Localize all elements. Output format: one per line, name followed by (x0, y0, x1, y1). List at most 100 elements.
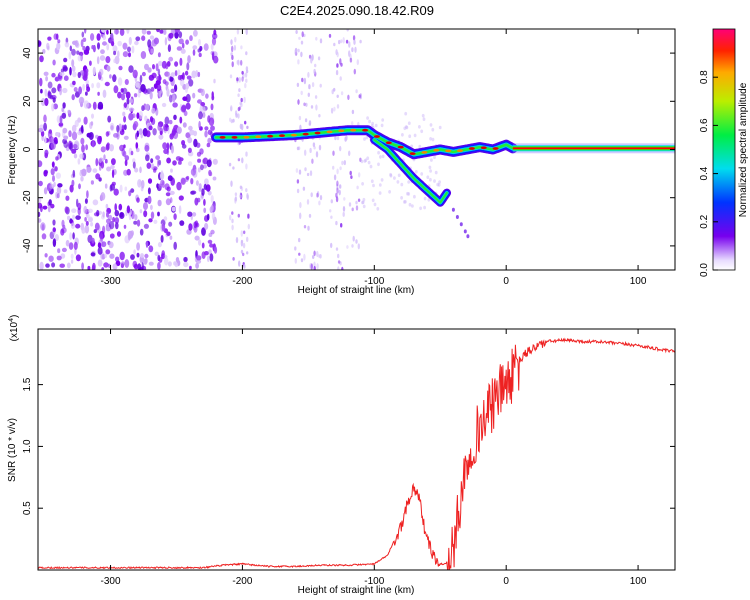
noise-blob (161, 102, 167, 108)
noise-blob (182, 122, 187, 128)
noise-blob (351, 207, 354, 212)
noise-blob (418, 125, 421, 129)
noise-blob (132, 161, 136, 169)
noise-blob (346, 29, 349, 32)
noise-blob (182, 96, 188, 101)
noise-blob (130, 98, 133, 104)
noise-blob (84, 29, 87, 34)
noise-blob (81, 144, 85, 153)
noise-blob (106, 29, 109, 35)
noise-blob (190, 178, 194, 185)
noise-blob (179, 78, 185, 87)
noise-blob (83, 49, 90, 55)
noise-blob (72, 144, 78, 149)
noise-blob (348, 41, 351, 48)
noise-blob (178, 157, 184, 162)
noise-blob (311, 54, 314, 61)
noise-blob (332, 165, 335, 170)
noise-blob (351, 244, 354, 248)
noise-blob (149, 91, 153, 100)
noise-blob (113, 188, 119, 196)
noise-blob (113, 50, 117, 56)
noise-blob (102, 211, 105, 218)
noise-blob (300, 51, 303, 58)
noise-blob (363, 137, 366, 141)
y-tick-label: 20 (22, 95, 33, 107)
noise-blob (344, 136, 347, 142)
noise-blob (157, 211, 160, 217)
noise-blob (236, 29, 240, 35)
noise-blob (230, 180, 233, 187)
noise-blob (150, 163, 155, 171)
noise-blob (115, 222, 119, 230)
noise-blob (181, 140, 186, 146)
noise-blob (233, 44, 237, 51)
noise-blob (210, 103, 214, 111)
signal-peak (421, 151, 428, 154)
noise-blob (56, 255, 62, 261)
noise-blob (421, 113, 425, 118)
noise-blob (88, 132, 94, 140)
noise-blob (183, 256, 188, 263)
noise-blob (68, 130, 72, 138)
noise-blob (157, 199, 162, 207)
noise-blob (166, 231, 171, 237)
noise-blob (55, 132, 59, 137)
noise-blob (120, 93, 126, 101)
noise-blob (310, 192, 313, 198)
noise-blob (118, 203, 123, 211)
noise-blob (307, 71, 310, 78)
signal-peak (231, 136, 238, 139)
noise-blob (97, 101, 104, 110)
noise-blob (429, 123, 433, 127)
noise-blob (63, 135, 69, 140)
noise-blob (427, 198, 431, 202)
noise-blob (167, 126, 170, 135)
noise-blob (357, 198, 361, 202)
noise-blob (307, 225, 310, 231)
noise-blob (106, 43, 110, 51)
colorbar: 0.0 0.2 0.4 0.6 0.8 Normalized spectral ampl… (699, 28, 749, 277)
noise-blob (157, 262, 161, 270)
noise-blob (113, 58, 117, 64)
signal-tail (455, 215, 459, 219)
noise-blob (73, 241, 78, 250)
noise-blob (144, 258, 148, 264)
noise-blob (333, 87, 336, 92)
noise-blob (147, 187, 151, 195)
noise-blob (61, 247, 67, 253)
y-tick-label: 40 (22, 47, 33, 59)
noise-blob (173, 213, 177, 221)
signal-peak (492, 147, 499, 150)
noise-blob (51, 262, 56, 268)
noise-blob (82, 37, 87, 42)
noise-blob (337, 253, 340, 259)
noise-blob (157, 123, 161, 131)
noise-blob (72, 71, 77, 78)
noise-blob (192, 92, 196, 99)
noise-blob (136, 252, 140, 258)
noise-blob (187, 55, 191, 64)
noise-blob (306, 199, 310, 205)
noise-blob (94, 222, 100, 231)
signal-peak (350, 128, 357, 132)
noise-blob (170, 72, 175, 78)
noise-blob (180, 105, 187, 113)
noise-blob (56, 186, 62, 195)
noise-blob (104, 253, 107, 259)
noise-blob (54, 166, 58, 172)
noise-blob (313, 265, 316, 270)
noise-blob (118, 65, 123, 71)
noise-blob (420, 129, 424, 134)
noise-blob (368, 119, 371, 124)
noise-blob (143, 202, 148, 211)
noise-blob (171, 206, 176, 212)
signal-peak (267, 134, 274, 138)
noise-blob (82, 45, 86, 51)
noise-blob (355, 239, 358, 244)
noise-blob (141, 262, 144, 270)
noise-blob (63, 140, 69, 148)
noise-blob (96, 33, 101, 41)
noise-blob (184, 70, 189, 76)
noise-blob (244, 120, 247, 125)
